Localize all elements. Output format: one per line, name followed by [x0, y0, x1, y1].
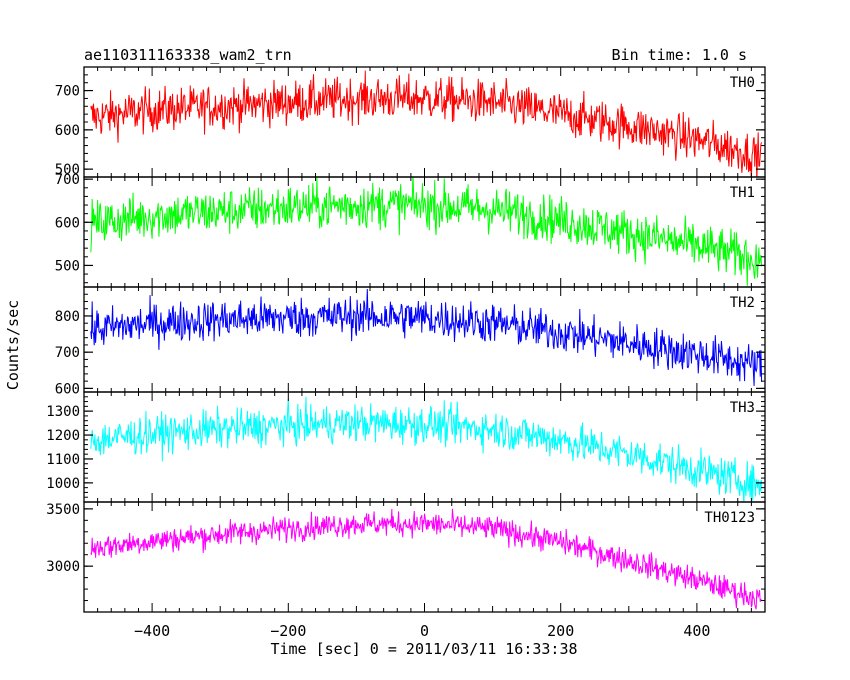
y-tick-label: 1200 [46, 428, 80, 444]
panel-label-th2: TH2 [730, 295, 755, 311]
series-line-th0123 [90, 508, 762, 610]
chart-title: ae110311163338_wam2_trn [84, 46, 292, 64]
y-tick-label: 600 [55, 123, 80, 139]
panel-label-th1: TH1 [730, 185, 755, 201]
panel-label-th0: TH0 [730, 75, 755, 91]
y-tick-label: 600 [55, 215, 80, 231]
panels: TH0 500 600 700 TH1 500 600 700 TH2 600 700 800 TH3 1… [46, 66, 766, 640]
y-tick-label: 1000 [46, 476, 80, 492]
y-tick-label: 700 [55, 172, 80, 188]
y-tick-label: 1100 [46, 452, 80, 468]
x-tick-label: 400 [683, 622, 710, 640]
x-tick-label: 200 [547, 622, 574, 640]
x-tick-label: −400 [134, 622, 170, 640]
series-line-th2 [90, 289, 763, 386]
y-tick-label: 500 [55, 162, 80, 178]
series-line-th0 [90, 70, 763, 177]
y-tick-label: 500 [55, 258, 80, 274]
panel-frame [83, 66, 766, 178]
series-line-th3 [90, 396, 763, 502]
panel-th1: TH1 500 600 700 [55, 172, 766, 288]
panel-th0: TH0 500 600 700 [55, 66, 766, 178]
panel-frame [83, 391, 766, 503]
y-axis-label: Counts/sec [4, 300, 22, 390]
y-tick-label: 3500 [46, 502, 80, 518]
x-tick-label: 0 [420, 622, 429, 640]
y-tick-label: 600 [55, 381, 80, 397]
panel-label-th3: TH3 [730, 400, 755, 416]
series-line-th1 [90, 177, 763, 287]
panel-th3: TH3 1000 1100 1200 1300 [46, 391, 766, 503]
panel-label-th0123: TH0123 [704, 510, 755, 526]
y-tick-label: 1300 [46, 404, 80, 420]
x-tick-label: −200 [270, 622, 306, 640]
x-axis-label: Time [sec] 0 = 2011/03/11 16:33:38 [270, 640, 577, 658]
y-tick-label: 3000 [46, 559, 80, 575]
y-tick-label: 800 [55, 309, 80, 325]
bin-time-label: Bin time: 1.0 s [612, 46, 747, 64]
panel-th0123: TH0123 3000 3500 [46, 501, 766, 613]
y-tick-label: 700 [55, 84, 80, 100]
panel-th2: TH2 600 700 800 [55, 286, 766, 397]
y-tick-label: 700 [55, 345, 80, 361]
